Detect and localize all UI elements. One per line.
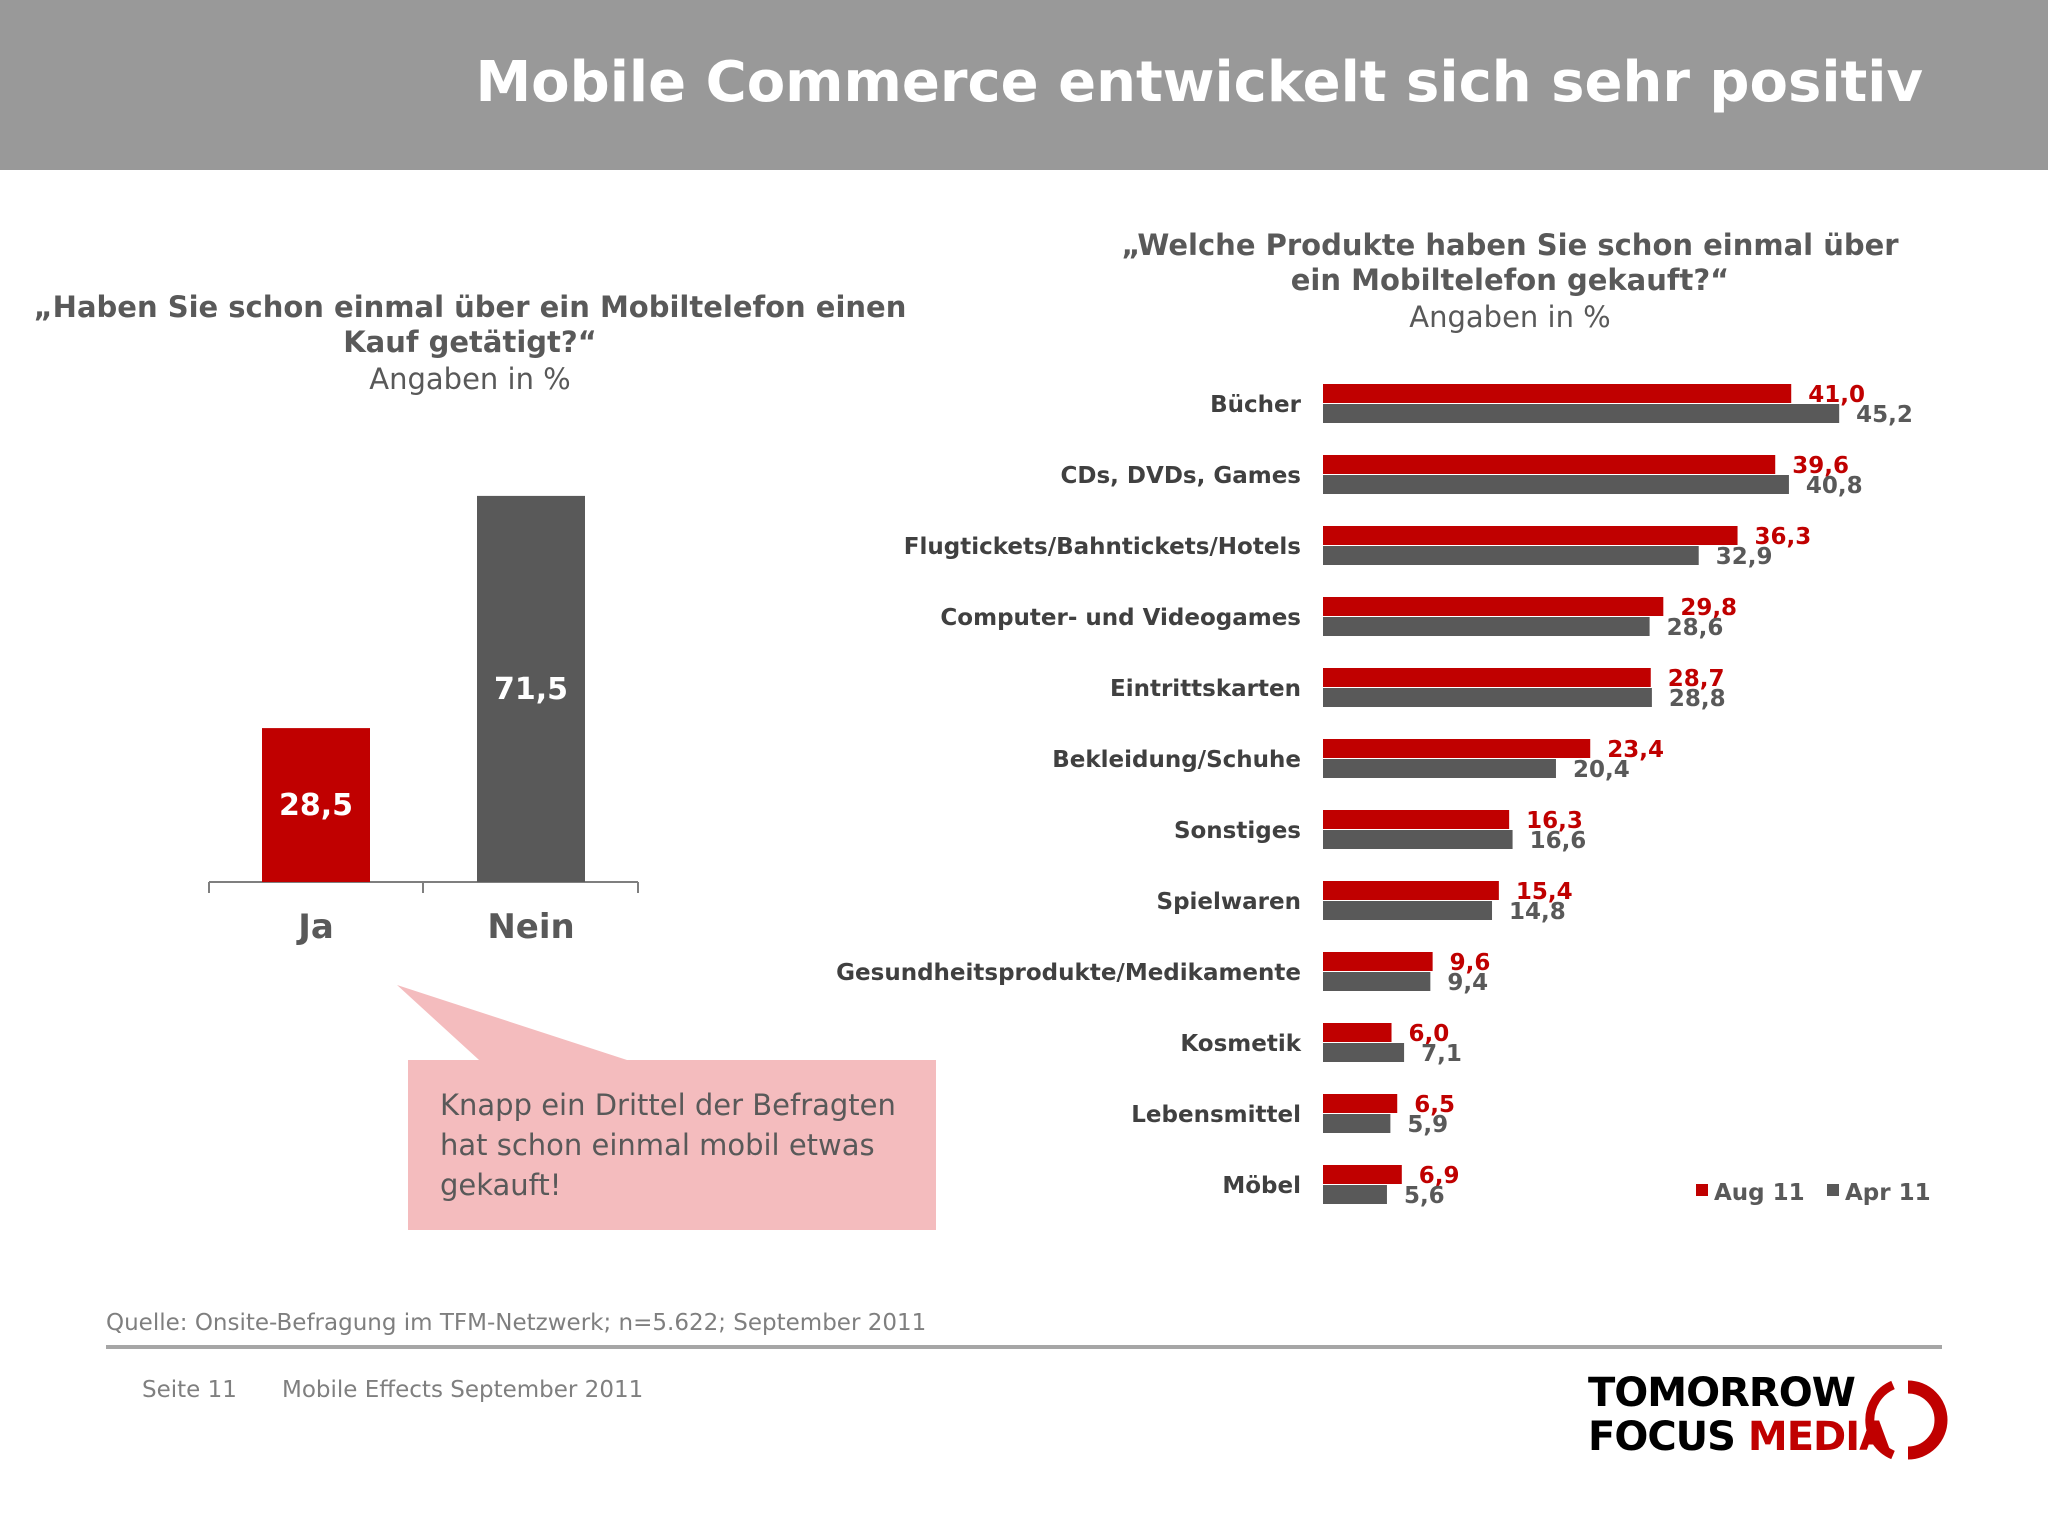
left-chart-question: „Haben Sie schon einmal über ein Mobilte…: [33, 290, 907, 359]
footer-divider: [106, 1345, 1942, 1349]
legend-label-apr-11: Apr 11: [1845, 1180, 1931, 1206]
bar-aug-11: [1323, 739, 1591, 758]
aug-value-label: 39,6: [1792, 453, 1849, 479]
bar-value-label: 71,5: [494, 672, 568, 707]
apr-value-label: 32,9: [1716, 544, 1773, 570]
bar-value-label: 28,5: [279, 788, 353, 823]
bar-aug-11: [1323, 668, 1651, 687]
bar-aug-11: [1323, 455, 1776, 474]
logo-mark-icon: [1865, 1380, 1948, 1460]
bar-aug-11: [1323, 881, 1499, 900]
apr-value-label: 28,6: [1667, 615, 1724, 641]
category-label: Nein: [487, 907, 574, 947]
left-chart-heading: „Haben Sie schon einmal über ein Mobilte…: [30, 290, 910, 398]
header-bar: Mobile Commerce entwickelt sich sehr pos…: [0, 0, 2048, 170]
category-label: Bücher: [1210, 392, 1302, 418]
category-label: Ja: [296, 907, 334, 947]
category-label: Computer- und Videogames: [940, 605, 1301, 631]
products-horizontal-chart: Bücher 41,045,2 CDs, DVDs, Games 39,640,8 Fl…: [836, 382, 1913, 1209]
callout-pointer: [397, 985, 627, 1070]
aug-value-label: 9,6: [1450, 950, 1491, 976]
bar-nein: [477, 495, 585, 882]
right-chart-subtitle: Angaben in %: [1409, 300, 1611, 334]
logo-line2: FOCUS MEDIA: [1588, 1414, 1890, 1460]
apr-value-label: 45,2: [1856, 402, 1913, 428]
category-label: Kosmetik: [1180, 1031, 1301, 1057]
category-label: Spielwaren: [1157, 889, 1301, 915]
footer-text: Mobile Effects September 2011: [282, 1377, 644, 1403]
legend-label-aug-11: Aug 11: [1714, 1180, 1805, 1206]
apr-value-label: 20,4: [1573, 757, 1630, 783]
aug-value-label: 36,3: [1755, 524, 1812, 550]
category-label: Bekleidung/Schuhe: [1052, 747, 1301, 773]
purchase-vertical-chart: 28,5 Ja 71,5 Nein: [208, 495, 639, 947]
aug-value-label: 41,0: [1808, 382, 1865, 408]
legend-swatch-apr-11: [1827, 1184, 1839, 1196]
logo-line1: TOMORROW: [1588, 1370, 1856, 1416]
right-chart-heading: „Welche Produkte haben Sie schon einmal …: [1110, 228, 1910, 336]
category-label: CDs, DVDs, Games: [1061, 463, 1301, 489]
aug-value-label: 6,9: [1419, 1163, 1460, 1189]
legend: Aug 11 Apr 11: [1696, 1180, 1931, 1206]
left-chart-subtitle: Angaben in %: [369, 362, 571, 396]
bar-apr-11: [1323, 1043, 1405, 1062]
apr-value-label: 5,6: [1404, 1183, 1445, 1209]
bar-apr-11: [1323, 404, 1840, 423]
aug-value-label: 6,5: [1414, 1092, 1455, 1118]
legend-swatch-aug-11: [1696, 1184, 1708, 1196]
bar-apr-11: [1323, 759, 1556, 778]
page-number: Seite 11: [142, 1377, 237, 1403]
bar-aug-11: [1323, 597, 1664, 616]
apr-value-label: 28,8: [1669, 686, 1726, 712]
category-label: Möbel: [1222, 1173, 1301, 1199]
apr-value-label: 14,8: [1509, 899, 1566, 925]
bar-apr-11: [1323, 617, 1650, 636]
category-label: Sonstiges: [1174, 818, 1301, 844]
bar-apr-11: [1323, 546, 1699, 565]
bar-apr-11: [1323, 475, 1789, 494]
bar-aug-11: [1323, 1165, 1402, 1184]
bar-aug-11: [1323, 526, 1738, 545]
bar-apr-11: [1323, 1185, 1387, 1204]
callout-text: Knapp ein Drittel der Befragten hat scho…: [440, 1088, 896, 1202]
callout-box: [408, 1060, 936, 1230]
bar-aug-11: [1323, 952, 1433, 971]
apr-value-label: 16,6: [1530, 828, 1587, 854]
aug-value-label: 16,3: [1526, 808, 1583, 834]
category-label: Lebensmittel: [1131, 1102, 1301, 1128]
bar-aug-11: [1323, 1094, 1398, 1113]
apr-value-label: 5,9: [1407, 1112, 1448, 1138]
company-logo: TOMORROW FOCUS MEDIA: [1588, 1370, 1948, 1460]
bar-aug-11: [1323, 1023, 1392, 1042]
bar-aug-11: [1323, 810, 1510, 829]
source-note: Quelle: Onsite-Befragung im TFM-Netzwerk…: [106, 1310, 927, 1336]
category-label: Gesundheitsprodukte/Medikamente: [836, 960, 1301, 986]
category-label: Flugtickets/Bahntickets/Hotels: [904, 534, 1301, 560]
aug-value-label: 23,4: [1607, 737, 1664, 763]
aug-value-label: 28,7: [1668, 666, 1725, 692]
right-chart-question: „Welche Produkte haben Sie schon einmal …: [1121, 228, 1899, 297]
aug-value-label: 6,0: [1409, 1021, 1450, 1047]
bar-aug-11: [1323, 384, 1792, 403]
bar-ja: [262, 728, 370, 882]
page-title: Mobile Commerce entwickelt sich sehr pos…: [475, 50, 1923, 115]
bar-apr-11: [1323, 1114, 1391, 1133]
aug-value-label: 29,8: [1680, 595, 1737, 621]
logo-focus: FOCUS: [1588, 1414, 1736, 1460]
bar-apr-11: [1323, 901, 1493, 920]
bar-apr-11: [1323, 830, 1513, 849]
category-label: Eintrittskarten: [1110, 676, 1301, 702]
apr-value-label: 7,1: [1421, 1041, 1462, 1067]
bar-apr-11: [1323, 972, 1431, 991]
apr-value-label: 9,4: [1447, 970, 1488, 996]
bar-apr-11: [1323, 688, 1652, 707]
aug-value-label: 15,4: [1516, 879, 1573, 905]
apr-value-label: 40,8: [1806, 473, 1863, 499]
